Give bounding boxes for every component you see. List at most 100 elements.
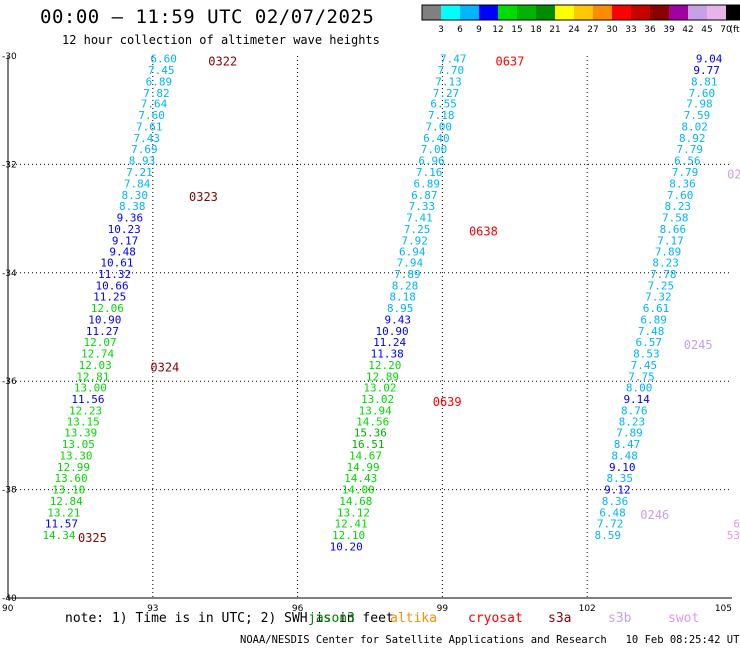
swh-value-label: 7.43 xyxy=(134,132,161,145)
x-tick-label: 99 xyxy=(437,604,449,614)
colorbar-swatch xyxy=(669,5,688,20)
page-title: 00:00 – 11:59 UTC 02/07/2025 xyxy=(40,6,375,28)
swh-value-label: 6.96 xyxy=(418,155,445,168)
colorbar-swatch xyxy=(707,5,726,20)
y-tick-label: -30 xyxy=(2,52,17,62)
swh-value-label: 7.18 xyxy=(428,109,455,122)
swh-value-label: 6.55 xyxy=(430,98,457,111)
swh-value-label: 14.99 xyxy=(347,461,380,474)
footer-credit: NOAA/NESDIS Center for Satellite Applica… xyxy=(240,634,740,646)
y-tick-label: -38 xyxy=(2,486,17,496)
swh-value-label: 8.48 xyxy=(611,449,638,462)
swh-value-label: 12.03 xyxy=(79,359,112,372)
pass-time-label: 0245 xyxy=(684,338,713,352)
swh-value-label: 9.36 xyxy=(117,212,144,225)
page-subtitle: 12 hour collection of altimeter wave hei… xyxy=(62,33,380,47)
colorbar-swatch xyxy=(479,5,498,20)
swh-value-label: 12.81 xyxy=(76,370,109,383)
swh-value-label: 6.48 xyxy=(599,506,626,519)
swh-value-label: 8.47 xyxy=(614,438,641,451)
colorbar-label: 24 xyxy=(568,25,580,35)
colorbar-label: 70 xyxy=(720,25,732,35)
swh-value-label: 7.27 xyxy=(433,87,460,100)
colorbar-swatch xyxy=(460,5,479,20)
colorbar-label: 42 xyxy=(682,25,693,35)
swh-value-label: 9.17 xyxy=(112,234,139,247)
swh-value-label: 7.17 xyxy=(657,234,684,247)
swh-value-label: 7.60 xyxy=(138,109,165,122)
y-tick-label: -40 xyxy=(2,594,17,604)
grid-lines xyxy=(8,56,732,598)
swh-value-label: 7.00 xyxy=(421,143,448,156)
swh-value-label: 7.60 xyxy=(689,87,716,100)
swh-value-label: 8.93 xyxy=(129,155,156,168)
legend-swot: swot xyxy=(668,611,700,626)
swh-value-label: 8.35 xyxy=(607,472,634,485)
swh-value-label: 8.53 xyxy=(633,348,660,361)
colorbar-label: 15 xyxy=(511,25,522,35)
swh-value-label: 8.36 xyxy=(669,177,696,190)
swh-value-label: 8.76 xyxy=(621,404,648,417)
y-tick-label: -36 xyxy=(2,377,17,387)
x-tick-label: 96 xyxy=(292,604,304,614)
swh-value-label: 11.56 xyxy=(71,393,104,406)
swh-value-label: 13.15 xyxy=(67,415,100,428)
pass-time-label: 0325 xyxy=(78,531,107,545)
swh-value-label: 6.57 xyxy=(636,336,663,349)
legend-s3b: s3b xyxy=(608,611,632,626)
colorbar-swatch xyxy=(536,5,555,20)
swh-value-label: 8.00 xyxy=(626,382,653,395)
swh-value-label: 8.92 xyxy=(679,132,706,145)
swh-value-label: 13.10 xyxy=(52,484,85,497)
swh-value-label: 13.12 xyxy=(337,506,370,519)
swh-value-label: 6.89 xyxy=(640,313,667,326)
swh-value-label: 10.61 xyxy=(100,257,133,270)
swh-value-label: 9.12 xyxy=(604,484,631,497)
colorbar-label: 39 xyxy=(663,25,675,35)
swh-value-label: 14.00 xyxy=(342,484,375,497)
swh-value-label: 12.07 xyxy=(83,336,116,349)
footer-note: note: 1) Time is in UTC; 2) SWH is in fe… xyxy=(65,611,394,626)
swh-value-label: 7.78 xyxy=(650,268,677,281)
colorbar-swatch xyxy=(498,5,517,20)
pass-time-label: 0639 xyxy=(433,395,462,409)
swh-value-label: 8.38 xyxy=(119,200,146,213)
swh-value-label: 9.04 xyxy=(696,53,723,66)
colorbar-label: 6 xyxy=(457,25,463,35)
swh-value-label: 7.79 xyxy=(677,143,704,156)
swh-value-label: 6.87 xyxy=(411,189,438,202)
data-labels: 6.607.456.897.827.647.607.617.437.698.93… xyxy=(42,53,740,554)
swh-value-label: 7.79 xyxy=(672,166,699,179)
swh-value-label: 10.23 xyxy=(108,223,141,236)
swh-value-label: 11.25 xyxy=(93,291,126,304)
swh-value-label: 8.23 xyxy=(652,257,679,270)
swh-value-label: 11.32 xyxy=(98,268,131,281)
swh-value-label: 14.67 xyxy=(349,449,382,462)
pass-time-label: 0323 xyxy=(189,190,218,204)
swh-value-label: 7.58 xyxy=(662,212,689,225)
swh-value-label: 12.20 xyxy=(368,359,401,372)
swh-value-label: 7.25 xyxy=(404,223,431,236)
swh-value-label: 13.00 xyxy=(74,382,107,395)
swh-value-label: 6.60 xyxy=(150,53,177,66)
legend-jason3: jason3 xyxy=(308,611,355,626)
swh-value-label: 7.21 xyxy=(126,166,153,179)
colorbar-label: 21 xyxy=(549,25,560,35)
swh-value-label: 14.43 xyxy=(344,472,377,485)
swh-value-label: 13.30 xyxy=(59,449,92,462)
swh-value-label: 7.64 xyxy=(141,98,168,111)
swh-value-label: 7.41 xyxy=(406,212,433,225)
pass-time-label: 0638 xyxy=(469,225,498,239)
swh-value-label: 8.18 xyxy=(389,291,416,304)
swh-value-label: 12.23 xyxy=(69,404,102,417)
swh-value-label: 13.60 xyxy=(55,472,88,485)
swh-value-label: 7.32 xyxy=(645,291,672,304)
swh-value-label: 8.81 xyxy=(691,75,718,88)
swh-value-label: 12.99 xyxy=(57,461,90,474)
swh-value-label: 6.94 xyxy=(399,246,426,259)
colorbar-swatch xyxy=(726,5,740,20)
legend-cryosat: cryosat xyxy=(468,611,523,626)
swh-value-label: 13.02 xyxy=(361,393,394,406)
swh-value-label: 14.34 xyxy=(42,529,75,542)
swh-value-label: 9.43 xyxy=(385,313,412,326)
